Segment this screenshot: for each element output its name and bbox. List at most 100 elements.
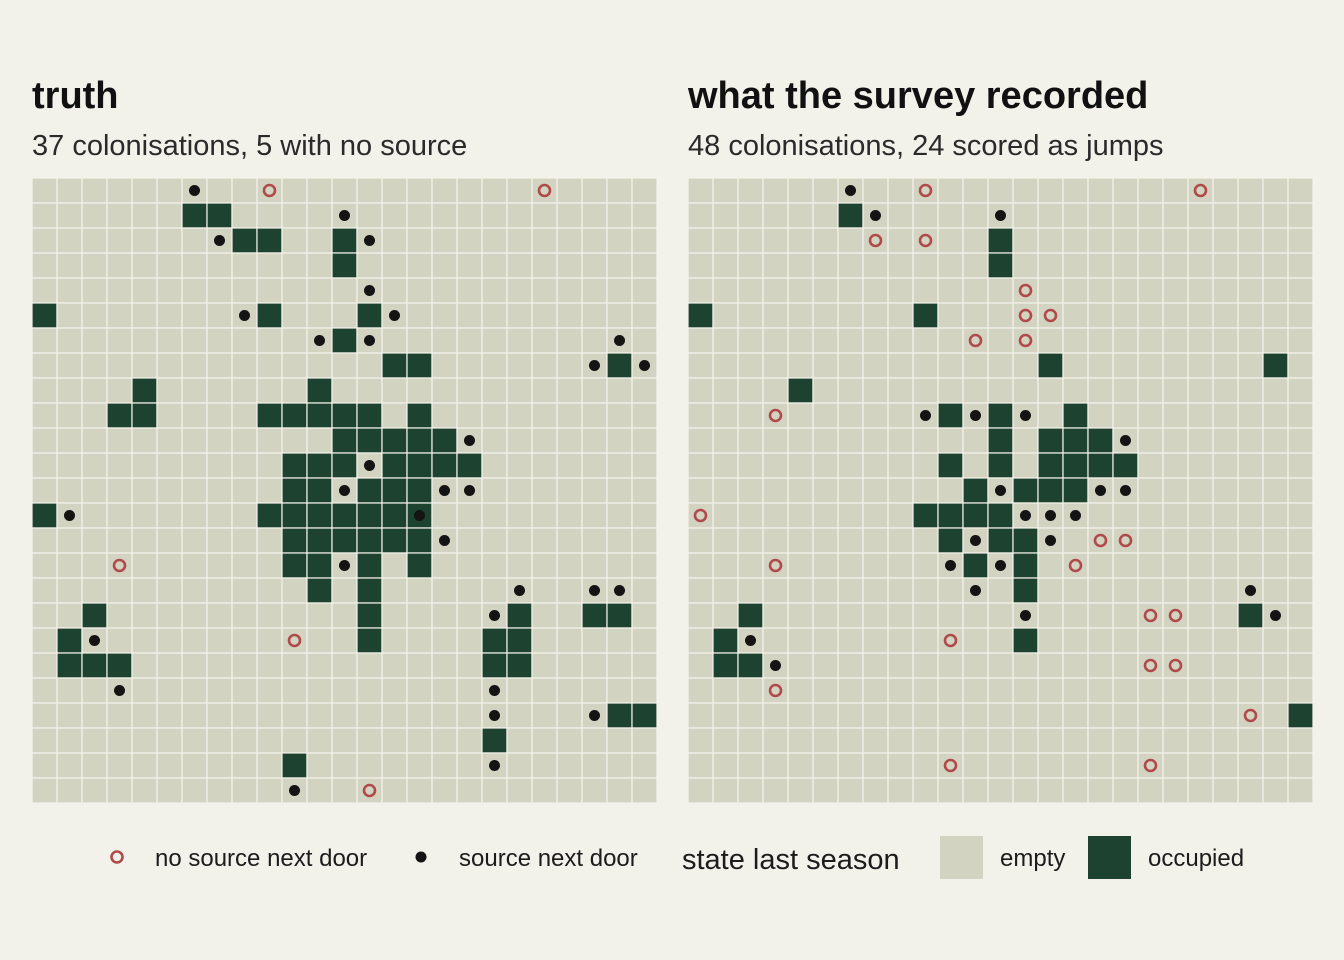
empty-cell [737,402,764,429]
empty-cell [1187,652,1214,679]
empty-cell [431,552,458,579]
empty-cell [556,527,583,554]
empty-cell [31,627,58,654]
occupied-cell [181,202,208,229]
empty-cell [581,527,608,554]
empty-cell [331,602,358,629]
empty-cell [1087,252,1114,279]
empty-cell [331,277,358,304]
panel-subtitle: 48 colonisations, 24 scored as jumps [688,130,1164,162]
empty-cell [556,227,583,254]
empty-cell [862,402,889,429]
empty-cell [837,377,864,404]
occupied-cell [1012,552,1039,579]
empty-cell [912,327,939,354]
empty-cell [581,227,608,254]
empty-cell [1237,777,1264,804]
empty-cell [81,177,108,204]
occupied-cell [606,352,633,379]
empty-cell [1162,527,1189,554]
empty-cell [206,402,233,429]
empty-cell [787,352,814,379]
empty-cell [156,452,183,479]
empty-cell [381,202,408,229]
no-source-marker [768,683,783,698]
empty-cell [887,527,914,554]
empty-cell [1162,327,1189,354]
empty-cell [631,777,658,804]
empty-cell [556,377,583,404]
empty-cell [531,777,558,804]
empty-cell [712,502,739,529]
no-source-marker [362,783,377,798]
empty-cell [962,602,989,629]
empty-cell [256,577,283,604]
empty-cell [1112,502,1139,529]
empty-cell [306,652,333,679]
empty-cell [106,577,133,604]
empty-cell [862,652,889,679]
empty-cell [531,452,558,479]
empty-cell [281,277,308,304]
empty-cell [1012,777,1039,804]
occupied-cell [106,402,133,429]
empty-cell [1287,627,1314,654]
empty-cell [606,752,633,779]
empty-cell [131,327,158,354]
empty-cell [837,502,864,529]
empty-cell [1137,502,1164,529]
empty-cell [962,752,989,779]
empty-cell [531,752,558,779]
empty-cell [431,677,458,704]
empty-cell [862,327,889,354]
occupied-cell [356,577,383,604]
empty-cell [712,602,739,629]
empty-cell [1237,552,1264,579]
empty-cell [862,677,889,704]
empty-cell [431,652,458,679]
empty-cell [1162,552,1189,579]
empty-cell [1137,302,1164,329]
empty-cell [556,652,583,679]
empty-cell [206,177,233,204]
empty-cell [1087,577,1114,604]
empty-cell [456,502,483,529]
empty-cell [1212,277,1239,304]
empty-cell [862,427,889,454]
empty-cell [1062,377,1089,404]
empty-cell [1012,277,1039,304]
source-next-door-marker [1245,585,1256,596]
empty-cell [1212,727,1239,754]
source-next-door-marker [639,360,650,371]
empty-cell [256,327,283,354]
empty-cell [737,727,764,754]
empty-cell [762,452,789,479]
empty-cell [1262,627,1289,654]
empty-cell [31,452,58,479]
occupied-cell [987,402,1014,429]
empty-cell [1112,727,1139,754]
occupied-cell [987,527,1014,554]
empty-cell [887,202,914,229]
empty-cell [812,377,839,404]
empty-cell [431,377,458,404]
empty-cell [1212,377,1239,404]
no-source-legend-label: no source next door [155,845,367,872]
empty-cell [106,777,133,804]
empty-cell [712,302,739,329]
occupied-cell [256,502,283,529]
empty-cell [812,327,839,354]
empty-cell [156,277,183,304]
source-next-door-marker [314,335,325,346]
empty-cell [206,752,233,779]
empty-cell [256,252,283,279]
empty-cell [787,627,814,654]
empty-cell [181,577,208,604]
empty-cell [56,177,83,204]
empty-cell [1162,702,1189,729]
empty-cell [1062,702,1089,729]
empty-cell [812,427,839,454]
empty-cell [837,452,864,479]
empty-cell [762,227,789,254]
empty-cell [912,652,939,679]
